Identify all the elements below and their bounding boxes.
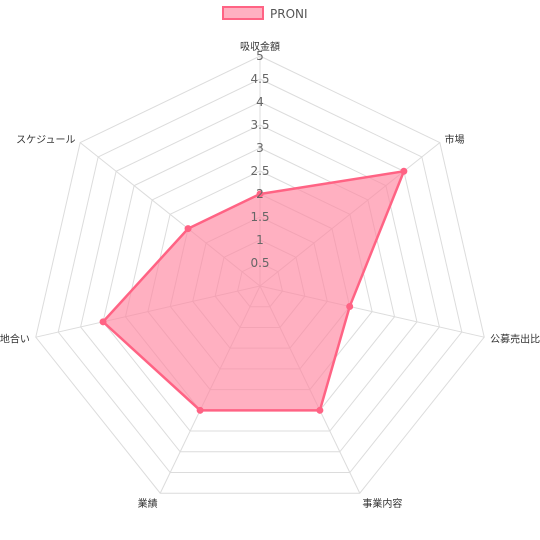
- tick-label: 1: [256, 233, 264, 247]
- axis-label: 地合い: [0, 333, 30, 346]
- axis-label: スケジュール: [16, 134, 75, 146]
- axis-label: 業績: [138, 497, 158, 510]
- tick-label: 0.5: [250, 256, 269, 270]
- chart-legend[interactable]: PRONI: [222, 6, 308, 21]
- tick-label: 3: [256, 141, 264, 155]
- axis-label: 市場: [445, 133, 465, 146]
- axis-label: 事業内容: [362, 497, 402, 510]
- legend-label: PRONI: [270, 7, 308, 21]
- data-point-3: [346, 302, 354, 310]
- tick-label: 2: [256, 187, 264, 201]
- series-area-1: [101, 169, 406, 412]
- grid-ring-7: [102, 124, 418, 432]
- radial-tick-labels: 0.5 1 1.5 2 2.5 3 3.5 4 4.5 5: [250, 49, 269, 270]
- data-point-1: [256, 190, 264, 198]
- radar-series: [99, 167, 408, 414]
- tick-label: 4: [256, 95, 264, 109]
- grid-ring-8: [80, 101, 440, 453]
- data-point-2: [400, 167, 408, 175]
- legend-swatch: [222, 6, 264, 20]
- axis-label: 公募売出比: [490, 333, 540, 346]
- tick-label: 3.5: [250, 118, 269, 132]
- axis-label: 吸収金額: [240, 40, 280, 53]
- grid-ring-9: [57, 78, 463, 474]
- tick-label: 4.5: [250, 72, 269, 86]
- tick-label: 5: [256, 49, 264, 63]
- grid-ring-10: [35, 55, 485, 494]
- data-point-5: [196, 406, 204, 414]
- tick-label: 1.5: [250, 210, 269, 224]
- data-point-7: [184, 225, 192, 233]
- tick-label: 2.5: [250, 164, 269, 178]
- data-point-6: [99, 318, 107, 326]
- data-point-4: [316, 406, 324, 414]
